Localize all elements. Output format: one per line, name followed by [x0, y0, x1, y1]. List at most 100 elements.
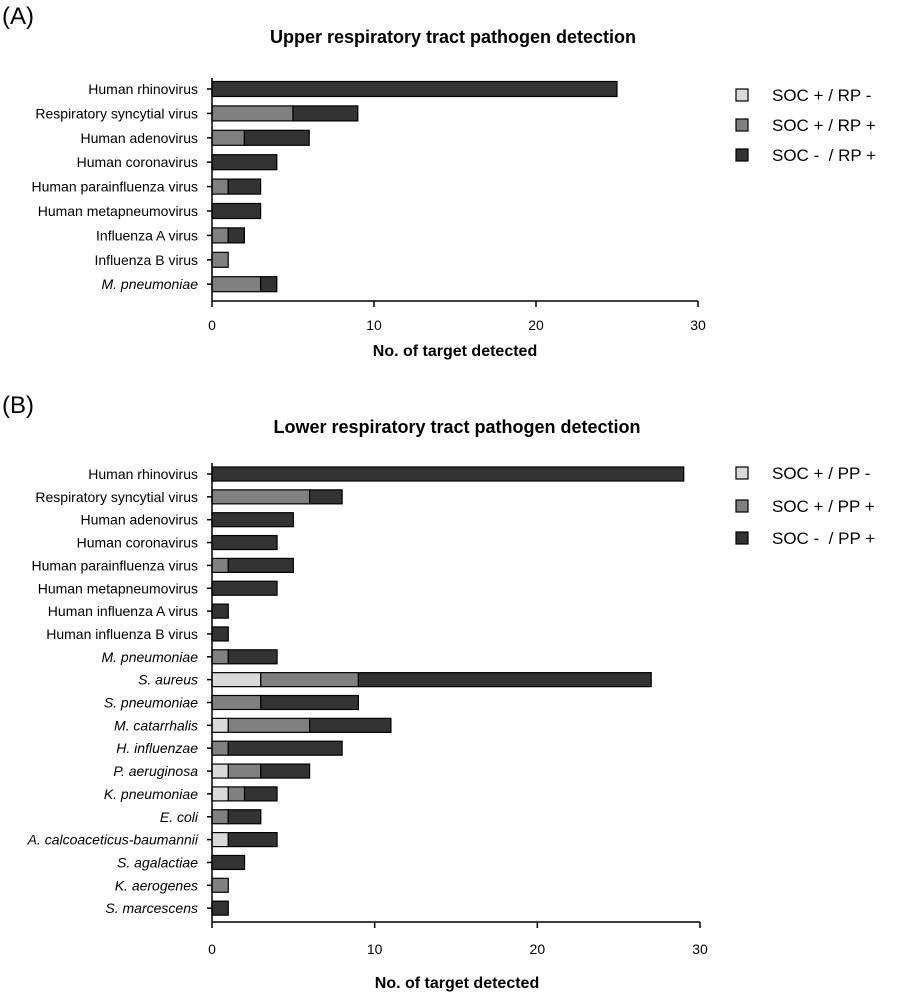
panel-a-letter: (A) [2, 3, 34, 30]
panel-b-bar-h-influenzae-soc-pp [227, 740, 343, 756]
panel-b-category-label-s-aureus: S. aureus [138, 672, 198, 688]
panel-a-category-label-human-parainfluenza-virus: Human parainfluenza virus [31, 179, 198, 195]
panel-b-bar-k-aerogenes-soc-pp [211, 877, 229, 893]
panel-b-bar-e-coli-soc-pp [227, 809, 262, 825]
panel-a-category-label-influenza-a-virus: Influenza A virus [96, 227, 198, 243]
panel-b-bar-e-coli-soc-pp [211, 809, 229, 825]
panel-a-bar-m-pneumoniae-soc-rp [211, 276, 262, 293]
panel-a-bar-human-metapneumovirus-soc-rp [211, 202, 262, 220]
panel-b-category-label-respiratory-syncytial-virus: Respiratory syncytial virus [35, 489, 198, 505]
panel-b-bar-human-influenza-b-virus-soc-pp [211, 626, 229, 642]
panel-a-category-label-human-metapneumovirus: Human metapneumovirus [38, 203, 198, 219]
panel-a-bar-human-rhinovirus-soc-rp [211, 80, 618, 98]
panel-a-category-label-human-adenovirus: Human adenovirus [80, 130, 198, 146]
panel-b-bar-p-aeruginosa-soc-pp [227, 763, 262, 779]
panel-b-bar-human-influenza-a-virus-soc-pp [211, 603, 229, 619]
panel-b-category-label-k-pneumoniae: K. pneumoniae [104, 786, 198, 802]
panel-b-legend: SOC + / PP - SOC + / PP + SOC - / PP + [735, 464, 875, 548]
panel-b-bar-h-influenzae-soc-pp [211, 740, 229, 756]
panel-a-category-label-influenza-b-virus: Influenza B virus [95, 252, 199, 268]
panel-a-legend-label-soc-rp: SOC + / RP - [772, 86, 871, 105]
panel-b-chart: Human rhinovirus Respiratory syncytial vi… [27, 463, 708, 957]
panel-b-bar-s-pneumoniae-soc-pp [211, 694, 262, 711]
panel-b-bar-s-pneumoniae-soc-pp [260, 694, 359, 711]
panel-a-x-tick-label-0: 0 [208, 317, 216, 333]
panel-b-bar-human-metapneumovirus-soc-pp [211, 580, 278, 596]
panel-b-bar-s-aureus-soc-pp [357, 672, 652, 688]
panel-b-bar-m-catarrhalis-soc-pp [211, 717, 229, 733]
panel-a-bar-human-parainfluenza-virus-soc-rp [211, 178, 229, 195]
panel-b-bar-m-pneumoniae-soc-pp [211, 649, 229, 665]
panel-b-legend-label-soc-pp: SOC - / PP + [772, 529, 875, 548]
panel-a-bar-respiratory-syncytial-virus-soc-rp [292, 105, 359, 122]
panel-b-legend-swatch-soc-pp [735, 499, 749, 513]
panel-b-bar-respiratory-syncytial-virus-soc-pp [211, 489, 311, 505]
panel-a-legend-label-soc-rp: SOC + / RP + [772, 116, 876, 135]
panel-b-legend-label-soc-pp: SOC + / PP - [772, 464, 870, 483]
panel-a-legend-swatch-soc-rp [735, 88, 749, 102]
panel-a-bar-m-pneumoniae-soc-rp [260, 276, 278, 293]
panel-a-bar-human-coronavirus-soc-rp [211, 154, 278, 171]
panel-a-chart: Human rhinovirus Respiratory syncytial vi… [31, 78, 706, 333]
panel-b-x-tick-label-30: 30 [692, 941, 708, 957]
panel-b-bar-s-aureus-soc-pp [211, 672, 262, 688]
panel-a-x-tick-label-30: 30 [690, 317, 706, 333]
panel-b-category-label-human-coronavirus: Human coronavirus [77, 535, 198, 551]
panel-a-bar-human-adenovirus-soc-rp [211, 129, 246, 146]
panel-b-title: Lower respiratory tract pathogen detecti… [273, 417, 640, 437]
panel-a-title: Upper respiratory tract pathogen detecti… [270, 27, 636, 47]
panel-a-category-label-human-rhinovirus: Human rhinovirus [88, 81, 198, 97]
panel-b-bar-human-adenovirus-soc-pp [211, 512, 294, 528]
panel-a-x-tick-label-20: 20 [528, 317, 544, 333]
panel-b-category-label-s-pneumoniae: S. pneumoniae [104, 695, 198, 711]
panel-b-bar-human-parainfluenza-virus-soc-pp [227, 557, 294, 574]
panel-a-bar-influenza-b-virus-soc-rp [211, 251, 229, 268]
panel-b-category-label-a-calcoaceticus-baumannii: A. calcoaceticus-baumannii [27, 832, 199, 848]
panel-b-bar-human-coronavirus-soc-pp [211, 534, 278, 551]
panel-b-letter: (B) [2, 392, 34, 419]
panel-b-category-label-s-agalactiae: S. agalactiae [117, 854, 198, 870]
panel-a-category-label-respiratory-syncytial-virus: Respiratory syncytial virus [35, 105, 198, 121]
panel-b-category-label-h-influenzae: H. influenzae [116, 740, 198, 756]
panel-a-x-tick-label-10: 10 [366, 317, 382, 333]
panel-b-category-label-m-pneumoniae: M. pneumoniae [101, 649, 198, 665]
panel-b-bar-a-calcoaceticus-baumannii-soc-pp [211, 831, 229, 848]
panel-a-legend-label-soc-rp: SOC - / RP + [772, 146, 876, 165]
panel-a-category-label-human-coronavirus: Human coronavirus [77, 154, 198, 170]
panel-a-legend-swatch-soc-rp [735, 118, 749, 132]
panel-b-bar-respiratory-syncytial-virus-soc-pp [309, 489, 343, 505]
panel-b-category-label-e-coli: E. coli [160, 809, 199, 825]
panel-a-bar-influenza-a-virus-soc-rp [227, 227, 245, 244]
panel-b-bar-m-pneumoniae-soc-pp [227, 649, 278, 665]
panel-b-bar-k-pneumoniae-soc-pp [227, 786, 246, 802]
panel-a-bar-human-adenovirus-soc-rp [243, 129, 310, 146]
panel-b-bar-p-aeruginosa-soc-pp [211, 763, 229, 779]
panel-a-legend: SOC + / RP - SOC + / RP + SOC - / RP + [735, 86, 876, 165]
panel-b-x-axis-label: No. of target detected [375, 975, 539, 992]
panel-b-category-label-human-rhinovirus: Human rhinovirus [88, 466, 198, 482]
panel-b-legend-label-soc-pp: SOC + / PP + [772, 497, 875, 516]
panel-b-category-label-human-metapneumovirus: Human metapneumovirus [38, 580, 198, 596]
panel-b-legend-swatch-soc-pp [735, 466, 749, 480]
panel-b-x-tick-label-20: 20 [530, 941, 546, 957]
panel-a-category-label-m-pneumoniae: M. pneumoniae [101, 276, 198, 292]
panel-b-category-label-human-adenovirus: Human adenovirus [80, 512, 198, 528]
panel-b-x-tick-label-10: 10 [367, 941, 383, 957]
panel-b-bar-s-aureus-soc-pp [260, 672, 359, 688]
panel-b-bar-s-marcescens-soc-pp [211, 900, 229, 916]
panel-b-bar-a-calcoaceticus-baumannii-soc-pp [227, 831, 278, 848]
panel-b-x-tick-label-0: 0 [208, 941, 216, 957]
panel-b-category-label-human-influenza-a-virus: Human influenza A virus [48, 603, 198, 619]
panel-b-category-label-k-aerogenes: K. aerogenes [115, 877, 198, 893]
panel-b-bar-k-pneumoniae-soc-pp [211, 786, 229, 802]
panel-a-bar-respiratory-syncytial-virus-soc-rp [211, 105, 294, 122]
panel-b-bar-p-aeruginosa-soc-pp [260, 763, 311, 779]
panel-a-bar-influenza-a-virus-soc-rp [211, 227, 229, 244]
panel-b-bar-k-pneumoniae-soc-pp [243, 786, 278, 802]
panel-b-bar-s-agalactiae-soc-pp [211, 854, 246, 871]
panel-b-bar-m-catarrhalis-soc-pp [227, 717, 311, 733]
panel-a-x-axis-label: No. of target detected [373, 343, 537, 360]
panel-a-legend-swatch-soc-rp [735, 148, 749, 162]
panel-a-bar-human-parainfluenza-virus-soc-rp [227, 178, 262, 195]
